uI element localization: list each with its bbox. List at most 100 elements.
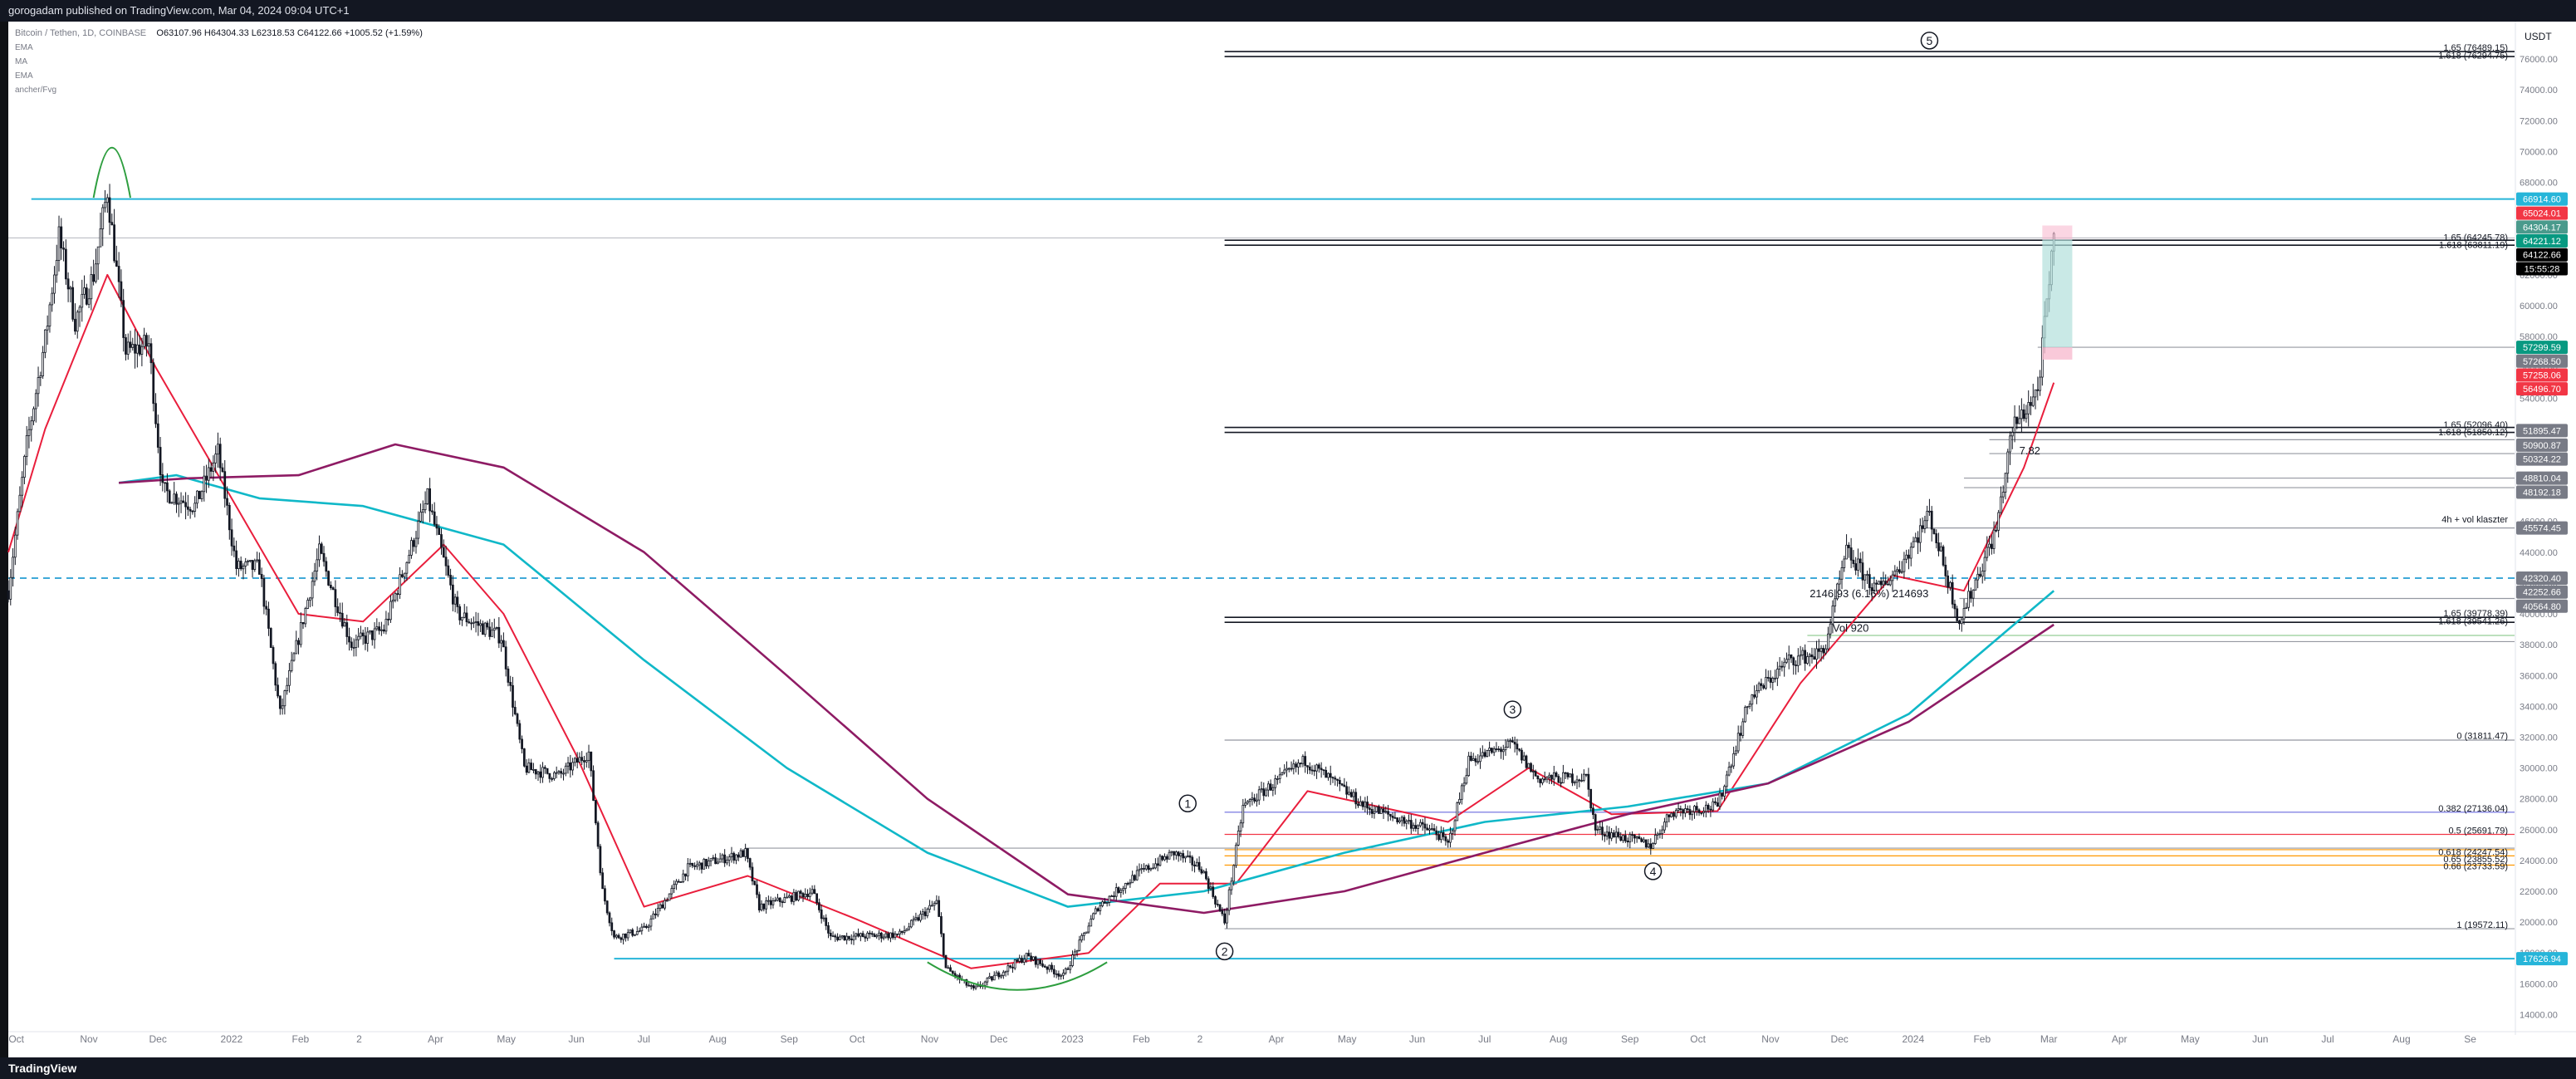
candle-body	[1174, 851, 1178, 856]
candle-body	[839, 936, 841, 940]
x-tick-label: Nov	[80, 1033, 97, 1045]
candle-body	[1129, 882, 1132, 885]
candle-body	[1036, 959, 1040, 965]
candle-body	[1414, 825, 1418, 829]
candle-body	[1156, 863, 1159, 866]
candle-body	[947, 967, 950, 969]
candle-body	[408, 554, 411, 563]
candle-body	[189, 508, 192, 512]
candle-body	[769, 900, 772, 905]
candle-body	[334, 589, 337, 607]
indicator-1[interactable]: EMA	[15, 43, 33, 52]
candle-body	[60, 226, 63, 248]
fib-level-label: 1.618 (63811.19)	[2439, 241, 2508, 251]
candle-body	[1308, 766, 1311, 771]
candle-body	[530, 763, 533, 771]
candle-body	[1605, 831, 1609, 836]
candle-body	[1444, 836, 1447, 841]
moving-average-line	[119, 443, 2054, 915]
price-badge-label: 65024.01	[2523, 209, 2561, 219]
price-badge	[2516, 571, 2568, 585]
candle-body	[1983, 557, 1986, 571]
candle-body	[37, 377, 40, 395]
candle-body	[1806, 656, 1809, 664]
candle-body	[1937, 542, 1940, 552]
candle-body	[1163, 856, 1166, 861]
candle-body	[1165, 856, 1168, 860]
candle-body	[196, 490, 198, 504]
price-badge-label: 66914.60	[2523, 195, 2561, 205]
candle-body	[384, 618, 388, 632]
x-tick-label: Sep	[1621, 1033, 1639, 1045]
candle-body	[1801, 650, 1805, 655]
indicator-3[interactable]: EMA	[15, 71, 33, 81]
candle-body	[686, 863, 689, 877]
x-tick-label: Dec	[149, 1033, 167, 1045]
candle-body	[1373, 811, 1376, 814]
candle-body	[1235, 844, 1237, 866]
candle-body	[1090, 918, 1093, 927]
candle-body	[983, 981, 987, 986]
candle-body	[375, 626, 379, 630]
candle-body	[1888, 580, 1892, 586]
candle-body	[737, 854, 740, 858]
candle-body	[594, 800, 597, 824]
candle-body	[644, 925, 648, 928]
tradingview-logo[interactable]: TradingView	[8, 1062, 77, 1075]
candle-body	[1022, 959, 1026, 963]
candle-body	[739, 850, 742, 858]
indicator-2[interactable]: MA	[15, 57, 27, 66]
candle-body	[1732, 753, 1736, 767]
fib-level-label: 0.618 (24247.54)	[2438, 848, 2508, 858]
candle-body	[1393, 817, 1397, 819]
price-badge-label: 42252.66	[2523, 588, 2561, 598]
candle-body	[1232, 865, 1236, 882]
candle-body	[615, 934, 618, 938]
candle-body	[677, 880, 680, 883]
candle-body	[120, 281, 123, 302]
candle-body	[1744, 707, 1746, 723]
candle-body	[836, 936, 839, 940]
candle-body	[1863, 574, 1867, 581]
candle-body	[239, 561, 242, 570]
candle-body	[46, 326, 49, 331]
candle-body	[804, 893, 807, 898]
candle-body	[790, 895, 793, 902]
x-tick-label: Nov	[1761, 1033, 1779, 1045]
candle-body	[1730, 765, 1733, 768]
candle-body	[217, 444, 219, 455]
candle-body	[96, 246, 100, 265]
candle-body	[1751, 694, 1754, 705]
candle-body	[1041, 963, 1044, 967]
y-tick-label: 72000.00	[2520, 116, 2558, 126]
candle-body	[665, 900, 668, 902]
chart-area[interactable]	[8, 22, 2576, 1057]
candle-body	[634, 934, 636, 936]
candle-body	[1956, 608, 1959, 621]
candle-body	[512, 684, 514, 708]
candle-body	[622, 933, 625, 940]
fib-level-label: 4h + vol klaszter	[2441, 515, 2508, 525]
candle-body	[684, 873, 687, 877]
candle-body	[198, 490, 201, 499]
candle-body	[797, 890, 800, 901]
candle-body	[843, 935, 846, 941]
candle-body	[492, 627, 496, 631]
price-badge-label: 51895.47	[2523, 426, 2561, 436]
candle-body	[923, 911, 927, 916]
fib-level-label: 1.65 (64245.78)	[2443, 233, 2508, 243]
candle-body	[774, 900, 777, 902]
candle-body	[1555, 772, 1558, 777]
candle-body	[1062, 973, 1065, 976]
indicator-4[interactable]: ancher/Fvg	[15, 86, 57, 95]
wave-marker-label: 2	[1222, 944, 1228, 958]
candle-body	[617, 934, 620, 939]
candle-body	[1119, 890, 1123, 893]
candle-body	[1013, 959, 1016, 969]
price-badge-label: 45574.45	[2523, 524, 2561, 534]
candle-body	[1021, 958, 1023, 963]
candle-body	[1046, 966, 1049, 970]
candle-body	[207, 467, 210, 481]
candle-body	[327, 571, 330, 586]
